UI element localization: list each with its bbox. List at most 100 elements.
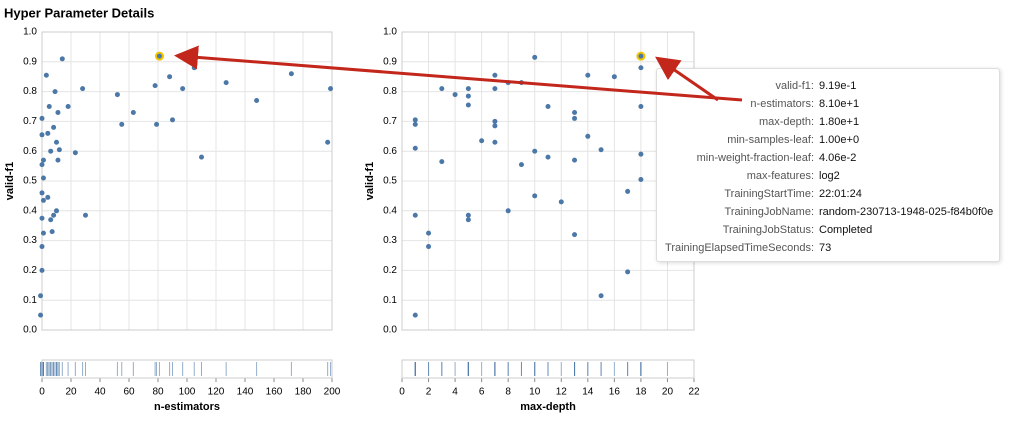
x-tick-label: 4 — [452, 387, 458, 398]
point — [585, 133, 591, 139]
x-tick-label: 140 — [237, 387, 254, 398]
y-tick-label: 0.0 — [383, 325, 397, 336]
point — [439, 86, 445, 92]
point — [328, 86, 334, 92]
x-tick-label: 20 — [662, 387, 674, 398]
point — [154, 121, 160, 127]
y-axis-title: valid-f1 — [364, 162, 376, 201]
tooltip: valid-f1: 9.19e-1 n-estimators: 8.10e+1 max-… — [656, 68, 1000, 262]
point — [505, 208, 511, 214]
tooltip-key: TrainingJobName: — [724, 206, 814, 218]
point — [49, 229, 55, 235]
x-tick-label: 0 — [399, 387, 405, 398]
point — [45, 130, 51, 136]
point — [412, 117, 418, 123]
point — [638, 104, 644, 109]
y-tick-label: 0.7 — [383, 116, 397, 127]
tooltip-row: min-weight-fraction-leaf: 4.06e-2 — [657, 149, 999, 167]
point — [545, 154, 551, 160]
point — [39, 132, 45, 138]
point — [638, 65, 644, 71]
point — [114, 92, 120, 98]
point — [40, 175, 46, 181]
x-tick-label: 6 — [479, 387, 485, 398]
tooltip-value: 1.00e+0 — [819, 134, 860, 146]
point — [39, 244, 45, 250]
point — [80, 86, 86, 92]
point — [625, 269, 631, 275]
point — [288, 71, 294, 77]
point — [43, 72, 49, 78]
tooltip-key: max-depth: — [758, 116, 814, 128]
y-tick-label: 0.3 — [383, 235, 397, 246]
point — [46, 104, 52, 109]
point — [180, 86, 186, 92]
point — [412, 121, 418, 127]
point — [412, 145, 418, 151]
point — [152, 83, 158, 89]
x-axis-title: max-depth — [520, 401, 576, 413]
point — [492, 139, 498, 145]
y-tick-label: 1.0 — [23, 27, 37, 38]
point — [465, 102, 471, 108]
point — [558, 199, 564, 205]
point — [611, 74, 617, 80]
tooltip-value: 73 — [819, 242, 832, 254]
point — [465, 212, 471, 218]
y-tick-label: 0.9 — [383, 56, 397, 67]
x-tick-label: 10 — [529, 387, 541, 398]
point — [572, 232, 578, 238]
rug-frame — [401, 359, 695, 379]
y-tick-label: 0.0 — [23, 325, 37, 336]
point — [40, 197, 46, 203]
point — [170, 117, 175, 123]
point — [55, 109, 61, 115]
arrow — [174, 45, 743, 102]
plot-frame — [41, 31, 333, 331]
x-tick-label: 180 — [295, 387, 312, 398]
point — [40, 230, 46, 236]
point — [465, 86, 471, 92]
point — [598, 147, 604, 153]
y-tick-label: 0.9 — [23, 56, 37, 67]
point — [40, 157, 46, 163]
tooltip-key: n-estimators: — [750, 98, 814, 110]
point — [572, 109, 578, 115]
point — [465, 217, 471, 223]
y-tick-label: 1.0 — [383, 27, 397, 38]
x-tick-label: 2 — [426, 387, 432, 398]
point — [492, 118, 498, 124]
tooltip-row: max-depth: 1.80e+1 — [657, 113, 999, 131]
point — [254, 98, 260, 104]
point — [39, 115, 45, 121]
point — [412, 312, 418, 318]
point — [39, 215, 45, 221]
tooltip-value: Completed — [819, 224, 873, 236]
point — [45, 194, 51, 200]
point — [492, 123, 498, 129]
point — [52, 89, 58, 95]
tooltip-row: min-samples-leaf: 1.00e+0 — [657, 131, 999, 149]
y-tick-label: 0.1 — [23, 295, 37, 306]
point — [492, 72, 498, 78]
tooltip-key: TrainingJobStatus: — [722, 224, 814, 236]
tooltip-value: 1.80e+1 — [819, 116, 860, 128]
point — [38, 293, 44, 299]
y-tick-label: 0.5 — [383, 176, 397, 187]
point — [48, 148, 54, 154]
tooltip-value: 9.19e-1 — [819, 80, 857, 92]
point — [167, 74, 173, 80]
x-tick-label: 160 — [266, 387, 283, 398]
point — [638, 177, 644, 183]
y-tick-label: 0.7 — [23, 116, 37, 127]
x-tick-label: 18 — [635, 387, 647, 398]
point — [199, 154, 204, 160]
point — [532, 193, 538, 199]
point — [412, 212, 418, 218]
x-tick-label: 16 — [609, 387, 621, 398]
tooltip-value: 4.06e-2 — [819, 152, 857, 164]
point — [83, 212, 88, 218]
point — [426, 230, 432, 236]
y-tick-label: 0.8 — [23, 86, 37, 97]
